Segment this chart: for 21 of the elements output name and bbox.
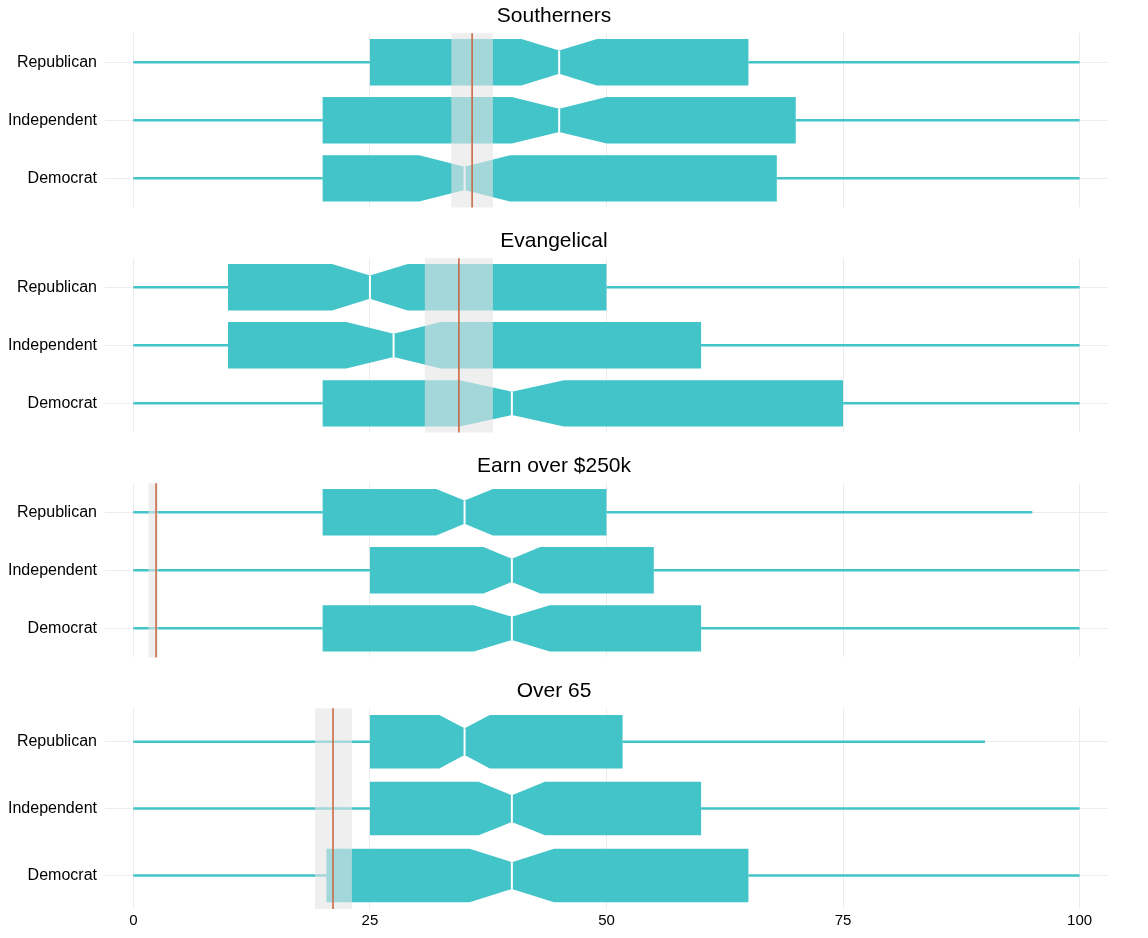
y-tick-label: Democrat (27, 865, 98, 883)
chart-title: Earn over $250k (476, 453, 632, 477)
y-tick-label: Democrat (27, 393, 98, 411)
y-tick-label: Independent (7, 335, 98, 353)
x-tick-label: 100 (1067, 911, 1093, 929)
y-tick-label: Republican (16, 52, 97, 70)
x-tick-label: 50 (598, 911, 615, 929)
y-tick-label: Independent (7, 110, 98, 128)
x-tick-label: 75 (834, 911, 852, 929)
y-tick-label: Independent (7, 560, 98, 578)
x-tick-label: 25 (361, 911, 379, 929)
y-tick-label: Republican (16, 732, 97, 750)
y-tick-label: Democrat (27, 618, 98, 636)
chart-title: Evangelical (500, 228, 608, 252)
y-tick-label: Republican (16, 277, 97, 295)
x-tick-label: 0 (129, 911, 138, 929)
chart-title: Southerners (496, 3, 612, 27)
y-tick-label: Republican (16, 502, 97, 520)
y-tick-label: Democrat (27, 168, 98, 186)
chart-title: Over 65 (516, 678, 592, 702)
y-tick-label: Independent (7, 799, 98, 817)
